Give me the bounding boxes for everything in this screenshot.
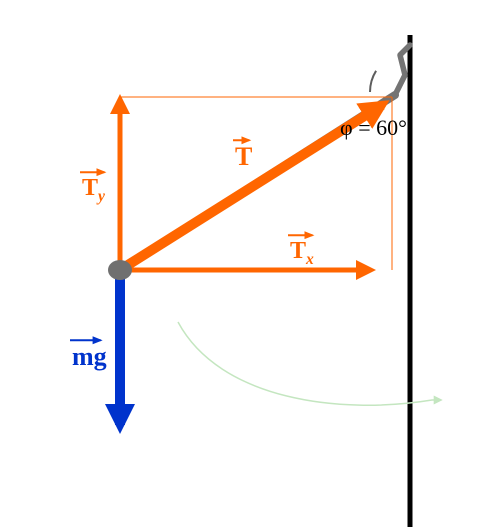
stray-curve	[178, 322, 440, 405]
svg-text:Tx: Tx	[290, 238, 314, 268]
ball	[108, 260, 132, 280]
angle-arc	[370, 71, 376, 92]
label-T: T	[233, 140, 252, 171]
svg-text:Ty: Ty	[82, 175, 105, 205]
svg-text:T: T	[235, 142, 252, 171]
svg-text:mg: mg	[72, 342, 107, 371]
label-mg: mg	[70, 340, 107, 371]
label-Ty: Ty	[80, 172, 105, 205]
force-diagram: T Tx Ty mg φ = 60°	[0, 0, 500, 527]
angle-label: φ = 60°	[340, 115, 407, 140]
label-Tx: Tx	[288, 235, 314, 268]
